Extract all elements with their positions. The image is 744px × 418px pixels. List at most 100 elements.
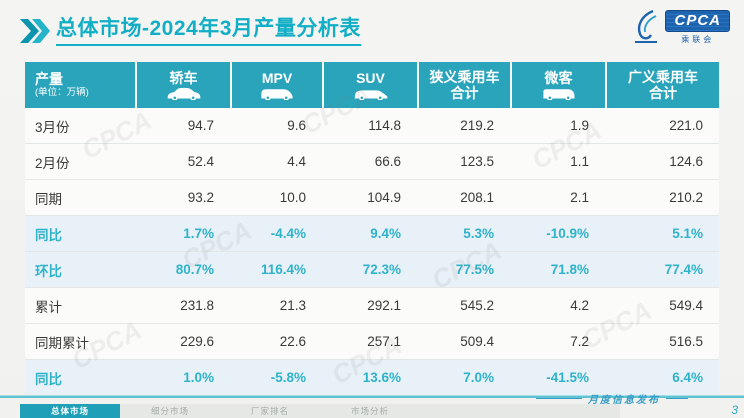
column-header: MPV [230,62,322,108]
footer-divider [0,395,744,398]
row-label: 累计 [35,299,62,315]
cell-value: 516.5 [669,334,703,349]
table-body: 3月份 94.7 9.6 114.8 219.2 1.9 221.0 2月份 52.4 4.4 66… [25,108,719,396]
column-header-sub: 合计 [649,85,677,101]
table-header-row: 产量 (单位：万辆) 轿车 MPV SUV 狭义乘用车 合计 微客 广义乘用车 合计 [25,62,719,108]
cell-value: 1.0% [183,370,214,385]
cell-value: 123.5 [460,154,494,169]
column-header: 轿车 [135,62,230,108]
cell-value: 124.6 [669,154,703,169]
cell-value: 1.9 [570,118,589,133]
cell-value: 210.2 [669,190,703,205]
nav-tab-总体市场[interactable]: 总体市场 [20,404,120,418]
cell-value: 104.9 [367,190,401,205]
row-label: 同期累计 [35,335,89,351]
cell-value: 52.4 [187,154,214,169]
row-label: 同比 [35,371,62,387]
column-header: 广义乘用车 合计 [605,62,719,108]
column-header-label: MPV [261,69,293,86]
cpca-logo: CPCA 乘联会 [631,8,730,46]
suv-icon [354,90,387,101]
cell-value: 116.4% [260,262,306,277]
cell-value: 549.4 [669,298,703,313]
table-row: 环比 80.7% 116.4% 72.3% 77.5% 71.8% 77.4% [25,252,719,288]
cell-value: 72.3% [362,262,401,277]
cell-value: 4.4 [287,154,306,169]
cell-value: 21.3 [279,298,306,313]
page-title: 总体市场-2024年3月产量分析表 [56,16,361,47]
corner-header-label: 产量 [35,70,63,87]
cell-value: 257.1 [367,334,401,349]
column-header-sub: 合计 [450,85,479,101]
column-header-label: 狭义乘用车 [429,68,500,85]
nav-tab-厂家排名[interactable]: 厂家排名 [250,406,289,416]
cpca-logo-text: CPCA [665,9,730,32]
nav-tab-市场分析[interactable]: 市场分析 [350,406,389,416]
nav-tab-细分市场[interactable]: 细分市场 [150,406,189,416]
release-caption: 月度信息发布 [536,391,688,406]
cell-value: 208.1 [460,190,494,205]
cell-value: 509.4 [460,334,494,349]
cell-value: 93.2 [187,190,214,205]
caption-text: 月度信息发布 [588,395,660,406]
cell-value: 77.4% [664,262,703,277]
cell-value: -10.9% [546,226,589,241]
column-header: SUV [322,62,417,108]
cell-value: 1.7% [183,226,214,241]
double-chevron-icon [20,19,50,43]
column-header: 狭义乘用车 合计 [417,62,510,108]
cell-value: 221.0 [669,118,703,133]
cell-value: 4.2 [570,298,589,313]
row-label: 2月份 [35,155,70,171]
cell-value: -41.5% [546,370,589,385]
cell-value: 292.1 [367,298,401,313]
table-row: 3月份 94.7 9.6 114.8 219.2 1.9 221.0 [25,108,719,144]
column-header-label: SUV [356,69,385,86]
cell-value: 10.0 [279,190,306,205]
column-header-label: 轿车 [169,69,198,86]
page-number: 3 [731,403,738,417]
cell-value: 2.1 [570,190,589,205]
cell-value: -5.8% [270,370,306,385]
cpca-swirl-icon [635,9,658,43]
row-label: 环比 [35,263,62,279]
cell-value: 229.6 [180,334,214,349]
cell-value: 114.8 [368,118,401,133]
cell-value: 9.4% [370,226,401,241]
cell-value: 22.6 [279,334,306,349]
table-row: 同比 1.0% -5.8% 13.6% 7.0% -41.5% 6.4% [25,360,719,396]
cell-value: 6.4% [672,370,703,385]
cell-value: 231.8 [180,298,214,313]
table-row: 同期 93.2 10.0 104.9 208.1 2.1 210.2 [25,180,719,216]
cell-value: 80.7% [175,262,214,277]
caption-dash-right [666,398,688,399]
row-label: 同比 [35,227,62,243]
column-header-label: 广义乘用车 [628,68,698,85]
mpv-icon [261,89,293,101]
sedan-icon [167,87,200,101]
cell-value: 94.7 [187,118,214,133]
cell-value: 9.6 [287,118,306,133]
cpca-logo-subtext: 乘联会 [681,34,715,44]
caption-dash-left [536,398,582,399]
cell-value: 71.8% [550,262,589,277]
cell-value: 7.0% [463,370,494,385]
cell-value: 13.6% [362,370,401,385]
row-label: 3月份 [35,119,70,135]
production-table: 产量 (单位：万辆) 轿车 MPV SUV 狭义乘用车 合计 微客 广义乘用车 合计 3月份 9… [25,62,719,396]
cell-value: 77.5% [455,262,494,277]
table-row: 同期累计 229.6 22.6 257.1 509.4 7.2 516.5 [25,324,719,360]
bottom-nav: 总体市场 细分市场 厂家排名 市场分析 [20,404,620,418]
title-row: 总体市场-2024年3月产量分析表 [20,16,361,47]
cell-value: 219.2 [460,118,494,133]
cell-value: 1.1 [570,154,589,169]
column-header: 微客 [510,62,605,108]
corner-header-unit: (单位：万辆) [35,87,89,99]
van-icon [542,89,575,101]
cell-value: 7.2 [570,334,589,349]
column-header-label: 微客 [544,69,573,86]
cell-value: 66.6 [374,154,401,169]
cell-value: 545.2 [460,298,494,313]
table-row: 2月份 52.4 4.4 66.6 123.5 1.1 124.6 [25,144,719,180]
